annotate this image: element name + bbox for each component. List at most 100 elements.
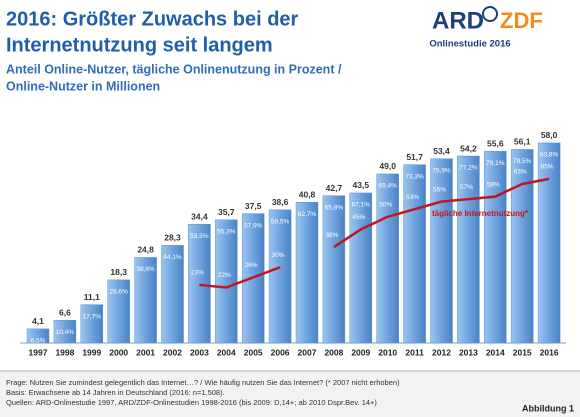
line-value-label: 23% xyxy=(191,270,204,277)
bar-value-label: 4,1 xyxy=(32,316,44,326)
share-label: 79,1% xyxy=(486,160,505,167)
bar-value-label: 56,1 xyxy=(514,137,531,147)
share-label: 73,3% xyxy=(405,173,424,180)
share-label: 10,4% xyxy=(56,329,75,336)
share-label: 53,5% xyxy=(190,233,209,240)
x-tick-label: 2009 xyxy=(351,347,370,357)
bar-value-label: 53,4 xyxy=(433,146,450,156)
x-tick-label: 2006 xyxy=(271,347,290,357)
bar-value-label: 51,7 xyxy=(406,152,423,162)
bar xyxy=(484,150,507,344)
line-value-label: 50% xyxy=(379,201,392,208)
x-tick-label: 2004 xyxy=(217,347,236,357)
share-label: 83,8% xyxy=(540,152,559,159)
share-label: 69,4% xyxy=(378,183,397,190)
share-label: 67,1% xyxy=(352,202,371,209)
bar xyxy=(53,319,77,344)
bar xyxy=(537,142,561,344)
line-value-label: 26% xyxy=(245,262,258,269)
share-label: 17,7% xyxy=(83,313,102,320)
x-tick-label: 2011 xyxy=(405,347,424,357)
bar xyxy=(376,173,399,344)
share-label: 55,3% xyxy=(217,229,236,236)
bar xyxy=(322,195,346,344)
title-line: Internetnutzung seit langem xyxy=(6,34,273,56)
line-value-label: 45% xyxy=(352,214,365,221)
bar-value-label: 38,6 xyxy=(272,197,289,207)
footer-band xyxy=(0,372,580,417)
line-value-label: 38% xyxy=(325,232,338,239)
footer-note: Frage: Nutzen Sie zumindest gelegentlich… xyxy=(6,378,400,387)
bar-value-label: 40,8 xyxy=(299,189,316,199)
subtitle-line: Anteil Online-Nutzer, tägliche Onlinenut… xyxy=(6,62,342,76)
share-label: 62,7% xyxy=(298,211,317,218)
bar-value-label: 37,5 xyxy=(245,201,262,211)
bar-value-label: 55,6 xyxy=(487,138,504,148)
x-tick-label: 2013 xyxy=(459,347,478,357)
bar xyxy=(403,164,426,344)
bar-value-label: 34,4 xyxy=(191,212,208,222)
bar-value-label: 11,1 xyxy=(84,292,100,302)
bar-value-label: 35,7 xyxy=(218,207,235,217)
share-label: 28,6% xyxy=(109,289,128,296)
x-tick-label: 2015 xyxy=(513,347,532,357)
x-tick-label: 1997 xyxy=(29,347,48,357)
bar xyxy=(457,155,480,344)
subtitle-line: Online-Nutzer in Millionen xyxy=(6,79,160,93)
x-tick-label: 2005 xyxy=(244,347,263,357)
x-tick-label: 1999 xyxy=(82,347,101,357)
line-value-label: 65% xyxy=(541,164,554,171)
line-value-label: 57% xyxy=(460,184,473,191)
bar xyxy=(430,158,453,344)
line-annotation: tägliche Internetnutzung* xyxy=(432,209,529,218)
share-label: 65,8% xyxy=(325,204,344,211)
bar xyxy=(161,245,184,344)
x-tick-label: 2003 xyxy=(190,347,209,357)
line-value-label: 63% xyxy=(514,169,527,176)
bar-value-label: 24,8 xyxy=(137,245,154,255)
line-value-label: 22% xyxy=(218,272,231,279)
bar xyxy=(80,304,104,344)
x-tick-label: 2016 xyxy=(540,347,559,357)
share-label: 77,2% xyxy=(459,165,478,172)
line-value-label: 30% xyxy=(272,252,285,259)
logo-ard: ARD xyxy=(432,7,484,34)
line xyxy=(199,177,550,289)
x-tick-label: 2014 xyxy=(486,347,505,357)
footer-note: Basis: Erwachsene ab 14 Jahren in Deutsc… xyxy=(6,388,225,397)
x-tick-label: 1998 xyxy=(55,347,74,357)
title-line: 2016: Größter Zuwachs bei der xyxy=(6,8,299,30)
bar xyxy=(215,219,238,344)
bar-value-label: 42,7 xyxy=(326,183,343,193)
share-label: 44,1% xyxy=(163,254,182,261)
share-label: 59,5% xyxy=(271,219,290,226)
bar-value-label: 58,0 xyxy=(541,130,558,140)
share-label: 75,9% xyxy=(432,167,451,174)
share-label: 57,9% xyxy=(244,222,263,229)
share-label: 6,5% xyxy=(31,338,46,345)
bar xyxy=(26,328,50,344)
x-tick-label: 2012 xyxy=(432,347,451,357)
bar xyxy=(107,279,130,344)
x-tick-label: 2001 xyxy=(136,347,155,357)
bar-value-label: 54,2 xyxy=(460,143,477,153)
bar-value-label: 18,3 xyxy=(110,267,127,277)
bar-value-label: 49,0 xyxy=(379,161,396,171)
x-tick-label: 2000 xyxy=(109,347,128,357)
bar-value-label: 6,6 xyxy=(59,307,71,317)
footer-note: Quellen: ARD-Onlinestudie 1997, ARD/ZDF-… xyxy=(6,398,377,407)
bar xyxy=(188,224,211,344)
line-value-label: 56% xyxy=(433,186,446,193)
logo-ard-icon xyxy=(482,6,498,22)
bar-value-label: 43,5 xyxy=(353,180,370,190)
bar xyxy=(295,201,319,344)
share-label: 38,8% xyxy=(136,266,155,273)
figure-label: Abbildung 1 xyxy=(522,403,574,413)
line-value-label: 58% xyxy=(487,181,500,188)
logo-zdf: ZDF xyxy=(500,8,543,33)
x-tick-label: 2010 xyxy=(378,347,397,357)
bar xyxy=(268,209,292,344)
line-value-label: 53% xyxy=(406,194,419,201)
